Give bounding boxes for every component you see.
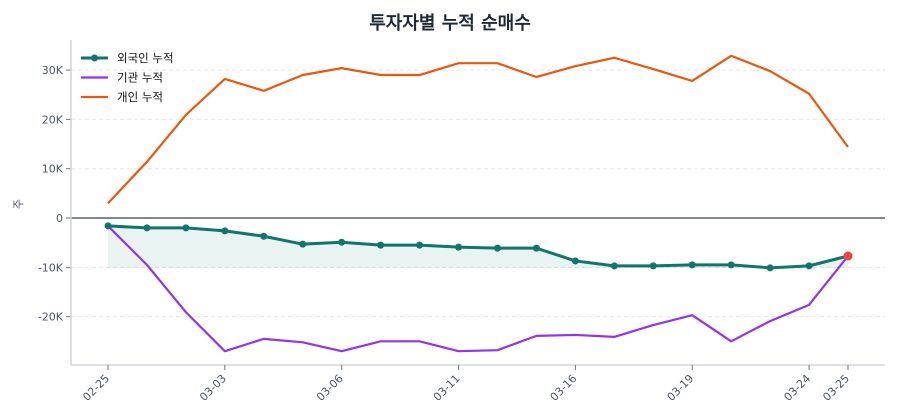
y-tick-label: 0 bbox=[56, 212, 63, 225]
x-tick-label: 03-06 bbox=[314, 372, 346, 404]
data-point bbox=[377, 241, 385, 249]
x-tick-label: 03-19 bbox=[665, 372, 697, 404]
data-point bbox=[649, 262, 657, 270]
data-point bbox=[766, 264, 774, 272]
y-tick-label: -10K bbox=[38, 261, 64, 274]
x-tick-label: 03-16 bbox=[548, 372, 580, 404]
x-tick-label: 03-11 bbox=[431, 372, 463, 404]
last-point-marker bbox=[843, 251, 853, 261]
legend-marker bbox=[91, 54, 98, 62]
data-point bbox=[688, 261, 696, 269]
data-point bbox=[493, 244, 501, 252]
legend-label: 개인 누적 bbox=[117, 90, 163, 104]
legend-label: 외국인 누적 bbox=[117, 51, 174, 65]
x-tick-label: 03-24 bbox=[781, 372, 813, 404]
data-point bbox=[571, 257, 579, 265]
chart-title: 투자자별 누적 순매수 bbox=[369, 13, 531, 34]
foreign-area bbox=[108, 225, 848, 268]
data-point bbox=[221, 227, 229, 235]
y-tick-label: -20K bbox=[38, 311, 64, 324]
data-point bbox=[532, 244, 540, 252]
x-tick-label: 03-03 bbox=[197, 372, 229, 404]
series-line-2 bbox=[107, 54, 849, 204]
x-tick-label: 02-25 bbox=[80, 372, 112, 404]
y-tick-label: 20K bbox=[42, 113, 64, 126]
data-point bbox=[182, 224, 190, 232]
data-point bbox=[416, 241, 424, 249]
series-line-1 bbox=[107, 225, 849, 353]
data-point bbox=[104, 222, 112, 230]
data-point bbox=[805, 262, 813, 270]
y-tick-label: 10K bbox=[42, 163, 64, 176]
y-axis-label: 주 bbox=[12, 199, 25, 209]
data-point bbox=[727, 261, 735, 269]
series-line-0 bbox=[107, 224, 849, 270]
data-point bbox=[338, 238, 346, 246]
data-point bbox=[299, 240, 307, 248]
x-tick-label: 03-25 bbox=[820, 372, 852, 404]
legend-label: 기관 누적 bbox=[117, 71, 163, 85]
data-point bbox=[610, 262, 618, 270]
y-tick-label: 30K bbox=[42, 64, 64, 77]
data-point bbox=[455, 243, 463, 251]
data-point bbox=[260, 232, 268, 240]
data-point bbox=[143, 224, 151, 232]
